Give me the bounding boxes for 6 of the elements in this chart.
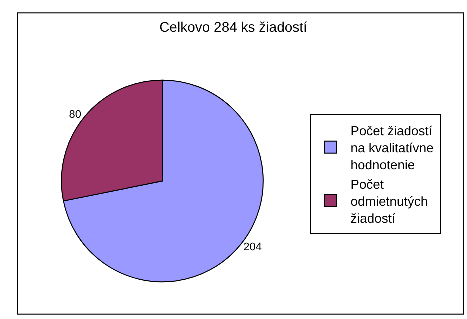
chart-title: Celkovo 284 ks žiadostí xyxy=(160,19,308,36)
legend-label: Počet žiadostí na kvalitatívne hodnotenie xyxy=(350,124,434,172)
data-label: 80 xyxy=(69,108,82,121)
pie-slice xyxy=(63,80,264,282)
legend-label: Počet odmietnutých žiadostí xyxy=(350,177,428,226)
data-label: 204 xyxy=(244,242,262,254)
